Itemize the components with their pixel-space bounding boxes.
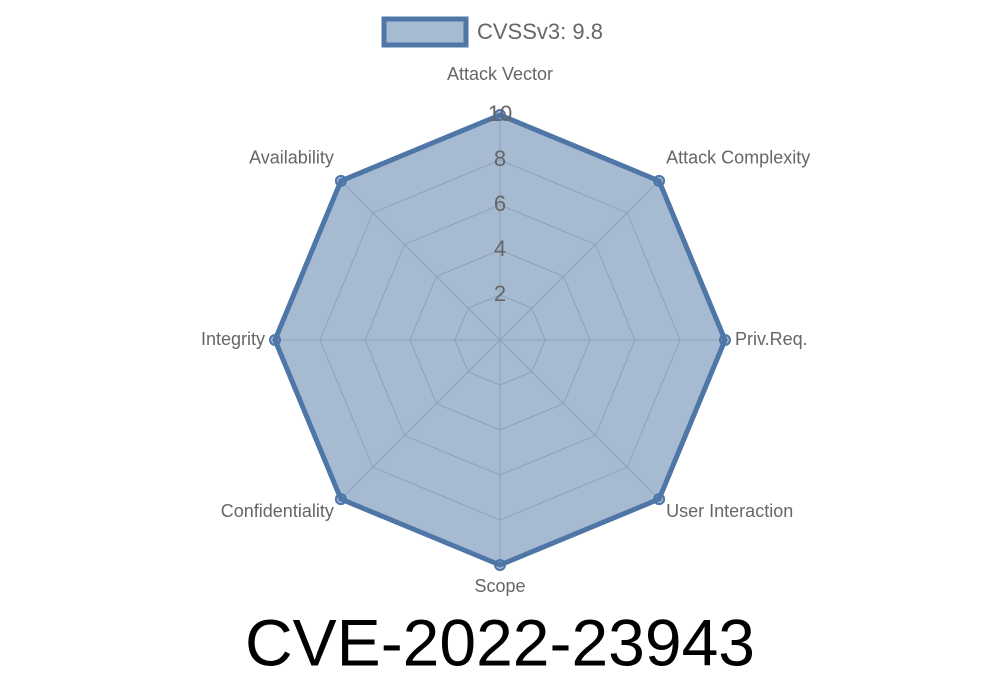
r-tick-label: 2 — [494, 281, 506, 306]
radar-point — [719, 334, 731, 346]
radar-point — [494, 109, 506, 121]
legend-label: CVSSv3: 9.8 — [477, 19, 603, 44]
category-label: User Interaction — [666, 501, 793, 521]
legend-swatch — [381, 16, 469, 48]
category-label: Priv.Req. — [735, 329, 808, 349]
radar-point — [494, 559, 506, 571]
radar-point — [269, 334, 281, 346]
radar-point — [653, 174, 666, 187]
radar-point — [334, 174, 347, 187]
category-label: Integrity — [201, 329, 265, 349]
category-label: Attack Complexity — [666, 148, 810, 168]
category-label: Scope — [474, 576, 525, 596]
category-label: Confidentiality — [221, 501, 334, 521]
r-tick-label: 6 — [494, 191, 506, 216]
radar-point — [334, 493, 347, 506]
r-tick-label: 10 — [488, 101, 512, 126]
category-label: Attack Vector — [447, 64, 553, 84]
category-label: Availability — [249, 148, 334, 168]
radar-point — [653, 493, 666, 506]
r-tick-label: 4 — [494, 236, 506, 261]
r-tick-label: 8 — [494, 146, 506, 171]
chart-title: CVE-2022-23943 — [245, 605, 755, 679]
